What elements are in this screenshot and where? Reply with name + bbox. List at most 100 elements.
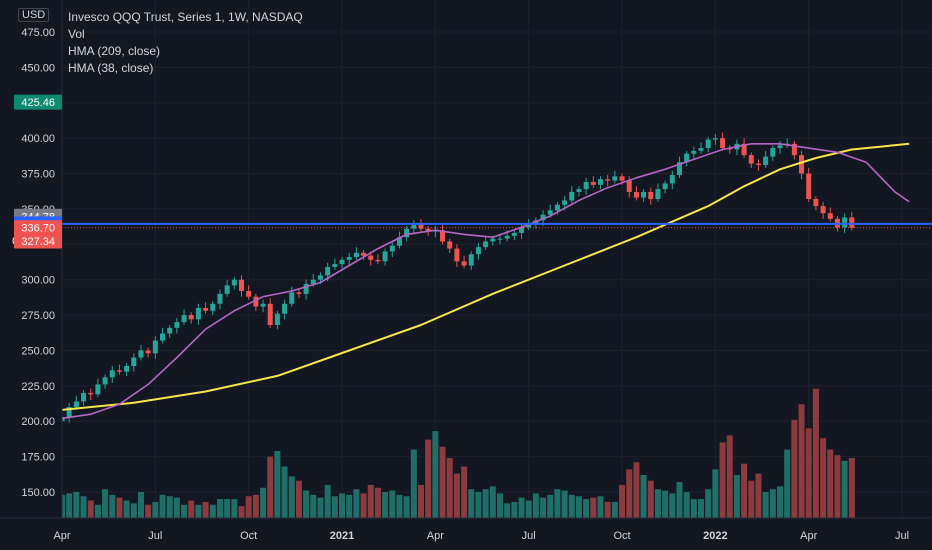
volume-bar xyxy=(482,489,489,518)
candle-body xyxy=(598,179,603,185)
volume-bar xyxy=(633,462,640,518)
candle xyxy=(339,257,345,269)
candle xyxy=(705,136,711,153)
candle xyxy=(669,170,675,190)
volume-bar xyxy=(475,492,482,518)
volume-bar xyxy=(712,469,719,518)
volume-bar xyxy=(769,489,776,518)
candle xyxy=(361,249,367,260)
volume-bar xyxy=(805,428,812,518)
volume-bar xyxy=(281,466,288,518)
volume-bar xyxy=(812,388,819,518)
candle-body xyxy=(124,366,130,372)
candle-body xyxy=(763,156,769,166)
candle xyxy=(260,299,266,313)
candle-body xyxy=(160,333,166,341)
candle xyxy=(712,133,718,146)
time-axis[interactable]: Apr Jul Oct 2021 Apr Jul Oct 2022 Apr Jul xyxy=(0,517,932,550)
candle xyxy=(791,140,797,160)
candle xyxy=(181,309,187,325)
candle xyxy=(145,347,151,358)
candle-body xyxy=(569,191,575,201)
volume-bar xyxy=(123,500,130,518)
x-tick-label: Jul xyxy=(148,530,162,542)
candle-body xyxy=(770,148,776,157)
candle-body xyxy=(641,191,647,198)
volume-bar xyxy=(461,466,468,518)
candle xyxy=(820,201,826,219)
price-axis[interactable]: 475.00450.00425.00400.00375.00350.00325.… xyxy=(0,0,63,518)
candle-body xyxy=(368,255,374,260)
hma-209-line[interactable] xyxy=(61,142,910,411)
candle-body xyxy=(605,179,611,181)
time-axis-bg xyxy=(0,518,932,550)
candle xyxy=(332,258,338,270)
volume-bar xyxy=(231,499,238,518)
candle xyxy=(684,150,690,167)
volume-bar xyxy=(94,504,101,518)
indicator-hma-209[interactable]: HMA (209, close) xyxy=(68,44,161,58)
volume-bar xyxy=(748,480,755,518)
volume-bar xyxy=(518,497,525,518)
x-tick-label: Jul xyxy=(522,530,536,542)
volume-bar xyxy=(690,499,697,518)
candle-body xyxy=(425,228,431,232)
candle-body xyxy=(806,173,812,200)
candle-body xyxy=(296,292,302,294)
candle-body xyxy=(684,153,690,163)
volume-bar xyxy=(841,460,848,518)
candle-body xyxy=(361,252,367,256)
candle xyxy=(748,152,754,168)
y-tick-label: 150.00 xyxy=(21,487,55,499)
volume-bar xyxy=(540,497,547,518)
volume-bar xyxy=(173,497,180,518)
volume-bar xyxy=(145,504,152,518)
hma-38-line[interactable] xyxy=(61,143,910,420)
volume-bar xyxy=(209,504,216,518)
volume-bar xyxy=(590,497,597,518)
candle-body xyxy=(310,279,316,284)
candle xyxy=(109,366,115,384)
volume-bar xyxy=(683,492,690,518)
volume-bar xyxy=(504,503,511,518)
volume-bar xyxy=(583,499,590,518)
indicator-hma-38[interactable]: HMA (38, close) xyxy=(68,61,154,75)
candle xyxy=(763,150,769,168)
volume-bar xyxy=(396,494,403,518)
symbol-title[interactable]: Invesco QQQ Trust, Series 1, 1W, NASDAQ xyxy=(68,10,303,24)
currency-label[interactable]: USD xyxy=(18,8,50,22)
candle-body xyxy=(799,155,805,174)
candle-body xyxy=(217,293,223,304)
x-tick-label: Oct xyxy=(613,530,630,542)
volume-bar xyxy=(274,450,281,518)
candle-body xyxy=(483,241,489,248)
volume-bar xyxy=(267,456,274,518)
candle xyxy=(799,150,805,180)
indicator-vol[interactable]: Vol xyxy=(68,27,85,41)
candle xyxy=(253,293,259,311)
candle-body xyxy=(849,217,855,228)
volume-bar xyxy=(166,496,173,518)
y-tick-label: 450.00 xyxy=(21,62,55,74)
candle-body xyxy=(375,259,381,262)
candle-body xyxy=(224,285,230,294)
x-tick-label: Apr xyxy=(427,530,444,542)
candle-body xyxy=(346,257,352,260)
volume-bar xyxy=(331,496,338,518)
candle xyxy=(296,289,302,299)
candle xyxy=(116,364,122,375)
price-badge: 425.46 xyxy=(14,94,62,110)
volume-bar xyxy=(137,492,144,518)
volume-bar xyxy=(310,494,317,518)
candle-body xyxy=(648,191,654,200)
candle xyxy=(382,248,388,266)
volume-bar xyxy=(410,449,417,518)
volume-bar xyxy=(848,458,855,518)
candle-body xyxy=(583,182,589,190)
volume-bar xyxy=(662,490,669,518)
candle xyxy=(827,207,833,222)
candle-body xyxy=(655,189,661,200)
candle-body xyxy=(827,213,833,219)
y-tick-label: 175.00 xyxy=(21,452,55,464)
